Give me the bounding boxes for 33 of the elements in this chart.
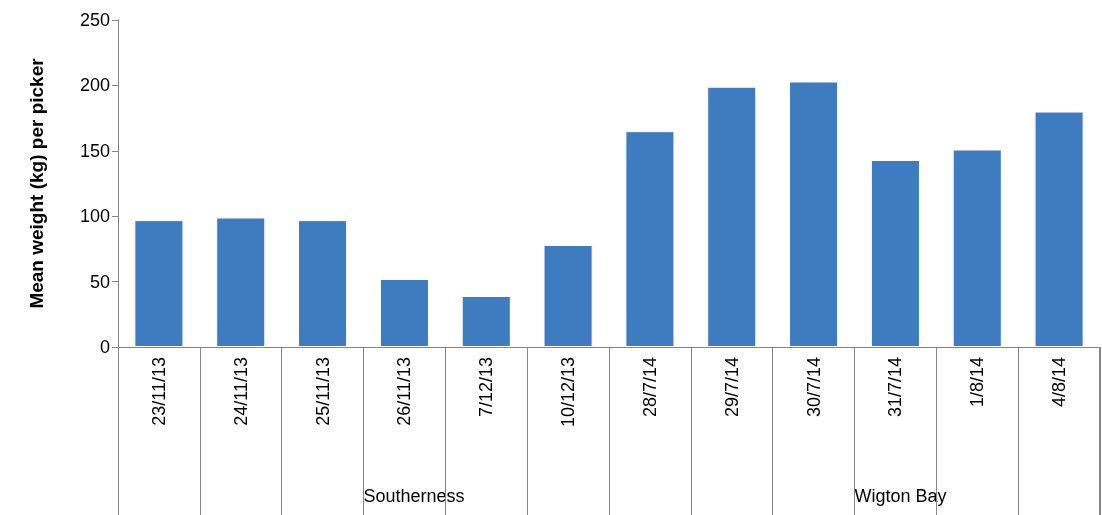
x-tick-label: 25/11/13 [312,357,333,426]
bar [298,220,348,347]
bar [461,295,511,347]
bar [870,159,920,347]
bar [789,81,839,347]
y-tick-label: 0 [99,337,110,357]
x-tick-label: 28/7/14 [639,357,660,418]
bar [1034,111,1084,347]
bar [216,217,266,347]
y-tick-label: 250 [79,10,110,30]
y-axis-title: Mean weight (kg) per picker [26,57,47,309]
x-tick-label: 26/11/13 [394,357,415,426]
bar [707,86,757,347]
y-tick-label: 100 [79,206,110,227]
x-tick-label: 24/11/13 [230,357,251,426]
bar [379,278,429,347]
text: Southerness [363,486,465,506]
x-tick-label: 10/12/13 [558,357,579,428]
x-tick-label: 31/7/14 [885,357,906,418]
text: Wigton Bay [854,486,947,506]
x-tick-label: 1/8/14 [967,357,988,408]
x-tick-label: 29/7/14 [721,357,742,418]
bar [625,131,675,347]
x-tick-label: 7/12/13 [476,357,497,418]
x-tick-label: 30/7/14 [803,357,824,418]
x-tick-label: 23/11/13 [148,357,169,426]
y-tick-label: 50 [89,271,110,292]
y-tick-label: 150 [79,140,110,161]
x-tick-label: 4/8/14 [1049,357,1070,408]
y-tick-label: 200 [79,75,110,96]
bar [134,220,184,347]
bar [543,244,593,347]
bar [952,149,1002,347]
